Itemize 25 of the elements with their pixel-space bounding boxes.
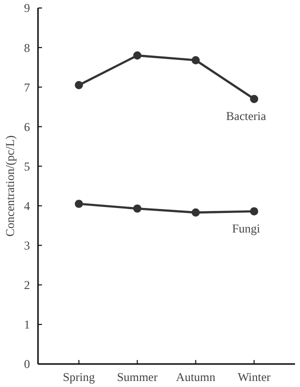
y-tick-label: 5 — [24, 159, 30, 174]
x-tick-label: Spring — [62, 370, 95, 384]
y-tick-label: 7 — [24, 80, 30, 94]
point — [250, 207, 258, 216]
y-tick-label: 6 — [24, 120, 30, 134]
y-tick-label: 2 — [24, 278, 30, 292]
x-tick-label: Winter — [238, 370, 271, 384]
y-tick-label: 0 — [24, 357, 30, 372]
x-tick-label: Autumn — [176, 370, 216, 384]
point — [192, 208, 200, 217]
y-tick-label: 3 — [24, 238, 30, 253]
point — [133, 51, 142, 60]
point — [133, 204, 142, 213]
series-label: Fungi — [232, 221, 261, 236]
point — [250, 94, 258, 104]
y-tick-label: 9 — [24, 1, 30, 16]
series-label: Bacteria — [226, 108, 267, 123]
y-tick-label: 8 — [24, 40, 30, 55]
point — [192, 56, 200, 64]
point — [74, 200, 83, 208]
y-tick-label: 1 — [24, 318, 30, 332]
point — [74, 81, 83, 90]
y-tick-label: 4 — [24, 198, 30, 213]
y-axis-title: Concentration/(pc/L) — [3, 135, 17, 237]
x-tick-label: Summer — [116, 370, 158, 384]
